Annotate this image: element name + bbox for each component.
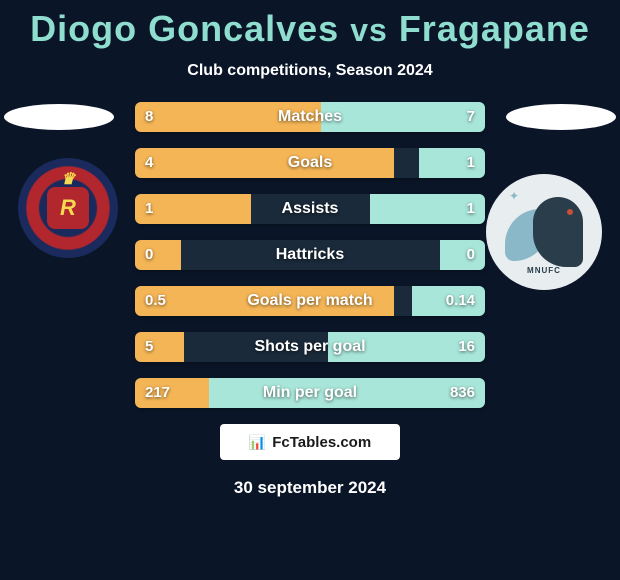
club-logo-right: ✦ MNUFC bbox=[486, 174, 602, 290]
stat-label: Goals per match bbox=[135, 286, 485, 316]
stat-row: 217836Min per goal bbox=[135, 378, 485, 408]
branding-text: FcTables.com bbox=[272, 434, 371, 451]
player-right-name: Fragapane bbox=[399, 8, 590, 49]
stat-bars-container: 87Matches 41Goals 11Assists 00Hattricks 0.50… bbox=[135, 98, 485, 408]
stat-label: Assists bbox=[135, 194, 485, 224]
stat-row: 516Shots per goal bbox=[135, 332, 485, 362]
player-left-name: Diogo Goncalves bbox=[30, 8, 339, 49]
subtitle: Club competitions, Season 2024 bbox=[0, 62, 620, 80]
flag-left-placeholder bbox=[4, 104, 114, 130]
stat-row: 87Matches bbox=[135, 102, 485, 132]
club-right-label: MNUFC bbox=[499, 266, 589, 275]
flag-right-placeholder bbox=[506, 104, 616, 130]
stat-row: 11Assists bbox=[135, 194, 485, 224]
stat-label: Shots per goal bbox=[135, 332, 485, 362]
star-icon: ✦ bbox=[509, 189, 519, 203]
vs-text: vs bbox=[350, 12, 388, 48]
comparison-arena: ♛ R ✦ MNUFC 87Matches 41Goals 11Assists 00H… bbox=[0, 98, 620, 408]
club-left-initial: R bbox=[60, 195, 76, 221]
loon-body-shape bbox=[533, 197, 583, 267]
stat-label: Hattricks bbox=[135, 240, 485, 270]
club-logo-left: ♛ R bbox=[18, 158, 118, 258]
date-label: 30 september 2024 bbox=[0, 478, 620, 498]
club-left-badge: ♛ R bbox=[47, 187, 89, 229]
stat-row: 0.50.14Goals per match bbox=[135, 286, 485, 316]
chart-icon: 📊 bbox=[249, 434, 266, 451]
stat-row: 41Goals bbox=[135, 148, 485, 178]
stat-label: Goals bbox=[135, 148, 485, 178]
crown-icon: ♛ bbox=[61, 169, 75, 189]
branding-badge: 📊 FcTables.com bbox=[220, 424, 400, 460]
stat-label: Matches bbox=[135, 102, 485, 132]
stat-label: Min per goal bbox=[135, 378, 485, 408]
club-right-badge: ✦ MNUFC bbox=[499, 187, 589, 277]
loon-eye-shape bbox=[567, 209, 573, 215]
comparison-title: Diogo Goncalves vs Fragapane bbox=[0, 0, 620, 50]
stat-row: 00Hattricks bbox=[135, 240, 485, 270]
